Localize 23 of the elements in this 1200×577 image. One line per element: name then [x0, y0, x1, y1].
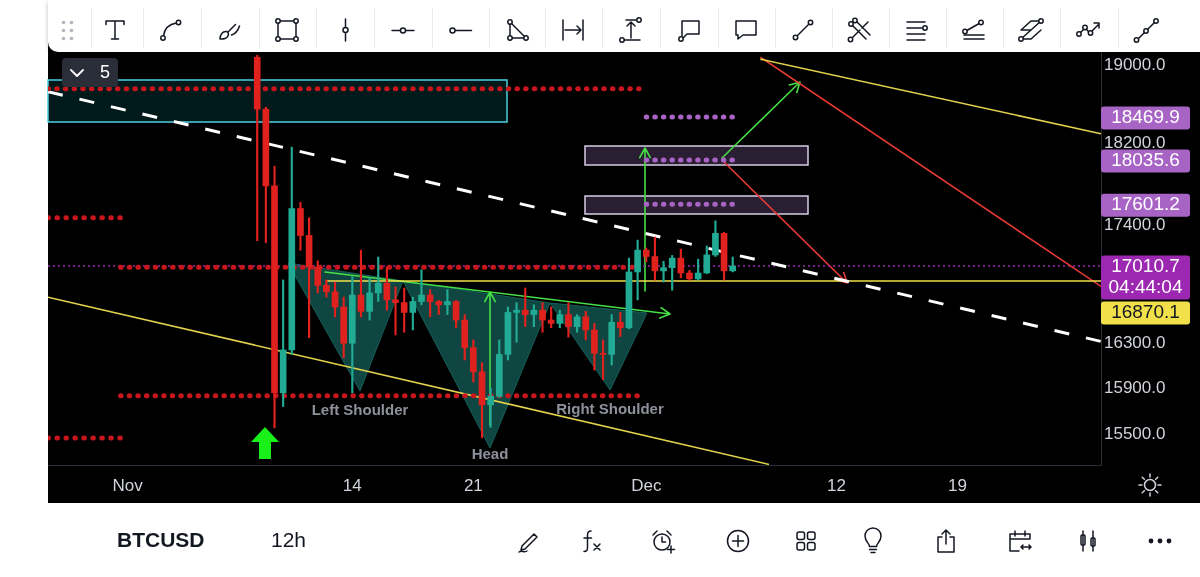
annotation: Right Shoulder	[556, 400, 664, 418]
x-tick-label: 14	[342, 475, 362, 495]
text: BTCUSD	[117, 527, 205, 553]
y-tick-label: 15900.0	[1104, 377, 1166, 397]
annotation: Head	[471, 445, 509, 463]
text: 18469.9	[1111, 106, 1180, 128]
y-tick-label: 19000.0	[1104, 55, 1166, 75]
x-tick-label: 19	[948, 475, 967, 495]
ref-line-label: 17010.7	[1111, 255, 1180, 277]
annotation: Left Shoulder	[311, 401, 409, 419]
annotation: 5	[99, 62, 110, 83]
text: 04:44:04	[1108, 276, 1183, 298]
x-tick-label: 21	[463, 475, 483, 495]
y-tick-label: 16300.0	[1104, 332, 1166, 352]
x-tick-label: Nov	[112, 475, 144, 495]
text: 12h	[271, 527, 307, 553]
x-tick-label: 12	[826, 475, 846, 495]
text: 17601.2	[1111, 193, 1180, 215]
collapse-button: 5	[62, 58, 118, 87]
y-tick-label: 15500.0	[1104, 424, 1166, 444]
y-tick-label: 17400.0	[1104, 214, 1166, 234]
text: 16870.1	[1111, 301, 1180, 323]
x-tick-label: Dec	[631, 475, 662, 495]
